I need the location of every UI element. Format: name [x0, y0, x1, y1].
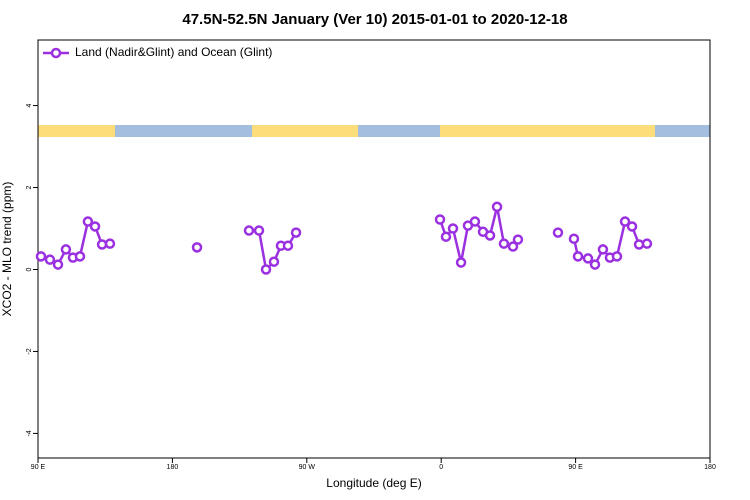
point — [597, 244, 609, 255]
x-axis-label: Longitude (deg E) — [326, 476, 421, 490]
point — [455, 257, 467, 268]
x-tick-label: 180 — [704, 464, 716, 471]
x-tick-label: 90 E — [568, 464, 583, 471]
y-tick-label: 2 — [26, 185, 33, 189]
x-tick-label: 0 — [439, 464, 443, 471]
x-tick-label: 180 — [167, 464, 179, 471]
y-tick-label: -2 — [26, 348, 33, 354]
point — [491, 201, 503, 213]
point — [582, 253, 594, 264]
point — [641, 238, 653, 249]
point — [89, 221, 101, 232]
chart-title: 47.5N-52.5N January (Ver 10) 2015-01-01 … — [182, 11, 567, 28]
point — [260, 264, 272, 275]
point — [498, 238, 510, 249]
point — [60, 244, 72, 255]
point — [35, 251, 47, 262]
point — [507, 241, 519, 252]
y-axis-label: XCO2 - MLO trend (ppm) — [0, 182, 14, 317]
point — [552, 227, 564, 238]
x-tick-label: 90 W — [299, 464, 316, 471]
point — [290, 227, 302, 238]
y-tick-label: -4 — [26, 430, 33, 436]
point — [484, 230, 496, 241]
point — [82, 216, 94, 227]
land-ocean-strip — [38, 125, 710, 137]
point — [282, 240, 294, 251]
ocean — [655, 125, 710, 137]
point — [512, 234, 524, 245]
point — [253, 225, 265, 236]
point — [611, 251, 623, 262]
ocean — [358, 125, 440, 137]
land — [440, 125, 655, 137]
y-tick-label: 0 — [26, 267, 33, 271]
point — [572, 251, 584, 262]
point — [440, 231, 452, 242]
legend-label: Land (Nadir&Glint) and Ocean (Glint) — [75, 45, 272, 59]
point — [52, 259, 64, 270]
point — [243, 225, 255, 236]
point — [44, 254, 56, 265]
x-tick-label: 90 E — [31, 464, 46, 471]
point — [434, 214, 446, 225]
plot-frame — [37, 39, 711, 459]
point — [268, 256, 280, 267]
point — [568, 233, 580, 245]
point — [589, 259, 601, 270]
point — [469, 216, 481, 227]
point — [619, 216, 631, 227]
point — [626, 221, 638, 232]
y-tick-label: 4 — [26, 104, 33, 108]
land — [252, 125, 358, 137]
ocean — [115, 125, 252, 137]
point — [74, 251, 86, 262]
point — [191, 242, 203, 253]
legend-marker — [50, 47, 62, 59]
point — [447, 223, 459, 234]
land — [38, 125, 115, 137]
point — [104, 238, 116, 249]
